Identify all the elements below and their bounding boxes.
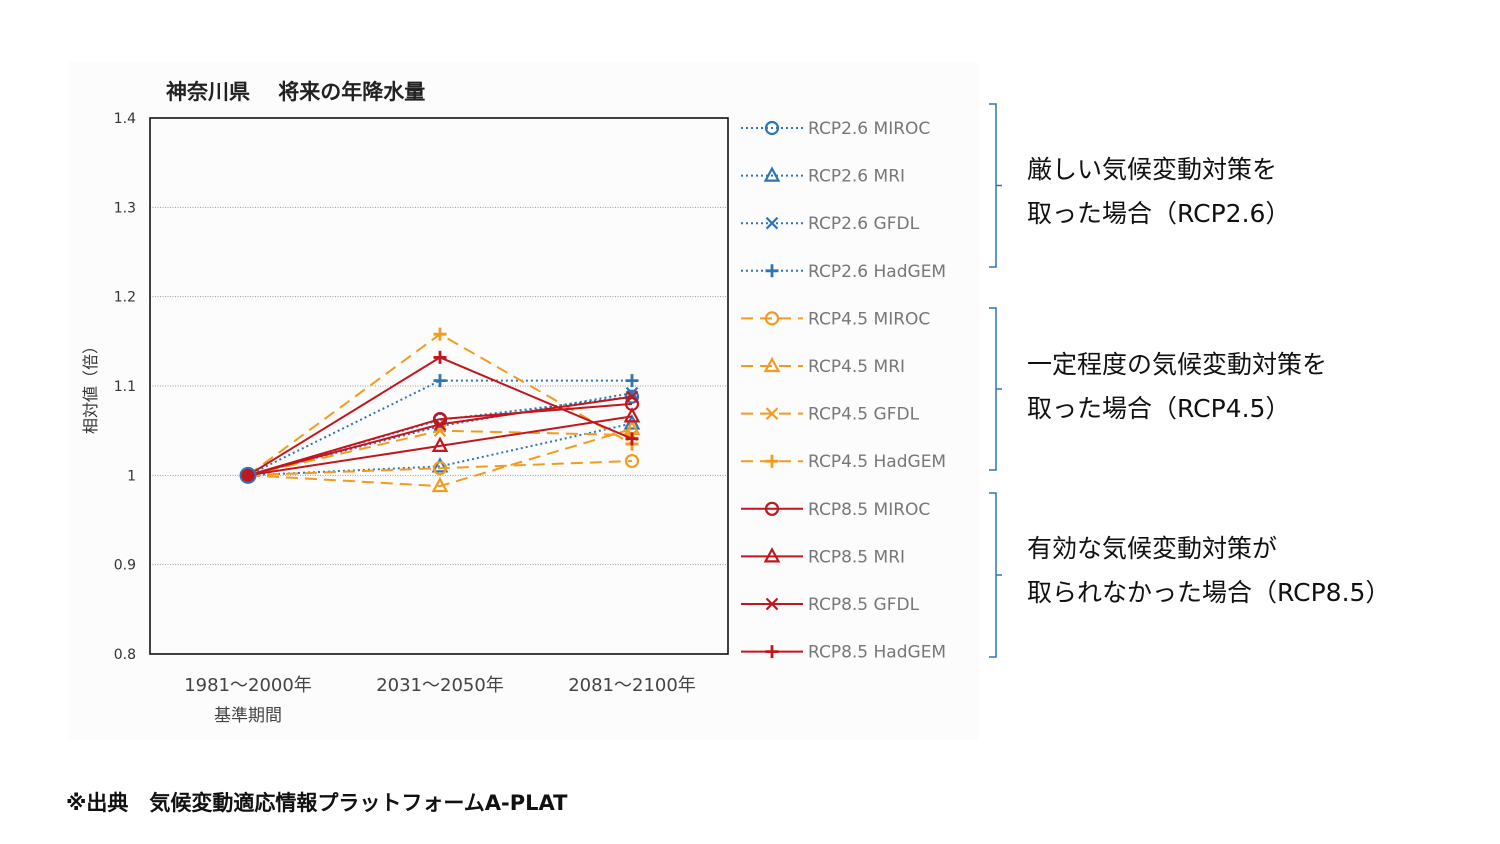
data-point-marker bbox=[431, 436, 449, 452]
baseline-point-marker bbox=[239, 466, 257, 484]
y-tick-label: 0.9 bbox=[114, 558, 136, 574]
data-point-marker bbox=[625, 374, 639, 388]
data-point-marker bbox=[433, 327, 447, 341]
group-bracket bbox=[989, 103, 1002, 268]
group-bracket bbox=[989, 492, 1002, 658]
group-label-rcp45: 一定程度の気候変動対策を 取った場合（RCP4.5） bbox=[1027, 343, 1327, 431]
legend-marker bbox=[765, 407, 779, 420]
legend-marker bbox=[764, 501, 780, 516]
data-point-marker bbox=[625, 432, 639, 446]
legend-marker bbox=[765, 454, 779, 468]
legend-marker bbox=[765, 645, 779, 659]
group-label-rcp26-line1: 厳しい気候変動対策を bbox=[1027, 155, 1278, 184]
y-tick-label: 1.1 bbox=[114, 379, 136, 395]
legend-marker bbox=[763, 166, 781, 182]
series-line bbox=[247, 415, 633, 477]
group-label-rcp26-line2: 取った場合（RCP2.6） bbox=[1027, 199, 1291, 228]
y-axis-label: 相対値（倍） bbox=[81, 338, 100, 434]
y-tick-label: 0.8 bbox=[114, 647, 136, 663]
group-label-rcp85: 有効な気候変動対策が 取られなかった場合（RCP8.5） bbox=[1027, 527, 1390, 615]
legend-label: RCP2.6 GFDL bbox=[808, 214, 920, 234]
legend-marker bbox=[764, 120, 780, 136]
data-point-marker bbox=[433, 374, 447, 388]
group-label-rcp26: 厳しい気候変動対策を 取った場合（RCP2.6） bbox=[1027, 148, 1290, 236]
y-tick-label: 1.4 bbox=[114, 111, 136, 127]
chart-background bbox=[68, 62, 978, 740]
legend-marker bbox=[763, 547, 781, 563]
chart-title: 神奈川県 将来の年降水量 bbox=[166, 80, 426, 104]
group-label-rcp45-line1: 一定程度の気候変動対策を bbox=[1027, 350, 1328, 379]
y-tick-label: 1 bbox=[127, 468, 136, 484]
legend-label: RCP2.6 MIROC bbox=[808, 119, 930, 139]
data-point-marker bbox=[433, 350, 447, 364]
legend-label: RCP4.5 HadGEM bbox=[808, 452, 946, 472]
legend-label: RCP2.6 HadGEM bbox=[808, 262, 946, 282]
legend-label: RCP4.5 GFDL bbox=[808, 405, 920, 425]
data-point-marker bbox=[624, 453, 640, 469]
data-point-marker bbox=[431, 476, 449, 493]
x-tick-label: 2081～2100年 bbox=[568, 675, 696, 696]
source-note: ※出典 気候変動適応情報プラットフォームA-PLAT bbox=[66, 791, 568, 815]
legend-label: RCP8.5 MRI bbox=[808, 547, 905, 567]
data-point-marker bbox=[623, 407, 641, 423]
series-line bbox=[247, 427, 633, 488]
plot-border bbox=[149, 117, 729, 655]
y-tick-label: 1.2 bbox=[114, 290, 136, 306]
series-line bbox=[247, 402, 633, 477]
x-tick-label: 2031～2050年 bbox=[376, 675, 504, 696]
data-point-marker bbox=[625, 390, 639, 403]
x-tick-label: 1981～2000年 bbox=[184, 675, 312, 696]
legend-marker bbox=[765, 597, 779, 611]
legend-label: RCP4.5 MIROC bbox=[808, 309, 930, 329]
legend-marker bbox=[765, 264, 779, 278]
legend-marker bbox=[763, 356, 781, 373]
data-point-marker bbox=[431, 457, 449, 473]
legend-marker bbox=[764, 311, 780, 326]
group-label-rcp85-line1: 有効な気候変動対策が bbox=[1027, 534, 1278, 563]
legend-label: RCP8.5 HadGEM bbox=[808, 643, 946, 663]
series-line bbox=[247, 460, 633, 477]
legend-label: RCP8.5 MIROC bbox=[808, 500, 930, 520]
group-label-rcp45-line2: 取った場合（RCP4.5） bbox=[1027, 394, 1291, 423]
series-line bbox=[247, 379, 632, 477]
legend-label: RCP8.5 GFDL bbox=[808, 595, 920, 615]
legend-marker bbox=[765, 216, 779, 230]
y-tick-label: 1.3 bbox=[114, 200, 136, 216]
group-label-rcp85-line2: 取られなかった場合（RCP8.5） bbox=[1027, 578, 1391, 607]
data-point-marker bbox=[623, 414, 641, 430]
x-axis-sublabel: 基準期間 bbox=[214, 706, 282, 726]
data-point-marker bbox=[432, 461, 448, 476]
legend-label: RCP4.5 MRI bbox=[808, 357, 905, 377]
data-point-marker bbox=[433, 418, 447, 431]
group-bracket bbox=[989, 307, 1002, 471]
legend-label: RCP2.6 MRI bbox=[808, 167, 905, 187]
